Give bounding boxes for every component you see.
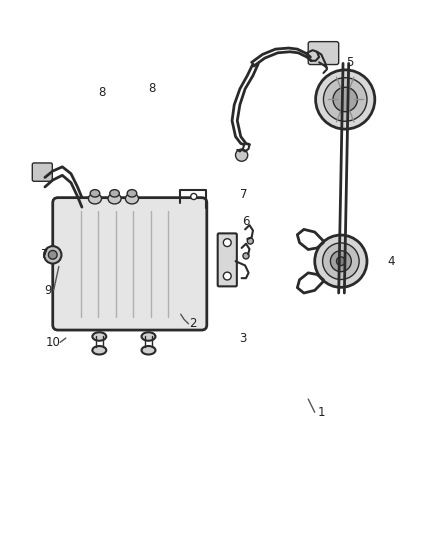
Circle shape xyxy=(330,251,351,272)
Text: 3: 3 xyxy=(239,332,247,344)
Text: 6: 6 xyxy=(242,215,250,228)
Ellipse shape xyxy=(88,193,102,204)
Circle shape xyxy=(323,78,367,122)
Ellipse shape xyxy=(127,190,137,197)
Circle shape xyxy=(223,239,231,247)
Circle shape xyxy=(48,251,57,259)
Text: 7: 7 xyxy=(41,248,49,261)
Ellipse shape xyxy=(92,346,106,354)
Text: 9: 9 xyxy=(45,284,52,297)
FancyBboxPatch shape xyxy=(218,233,237,286)
Ellipse shape xyxy=(125,193,138,204)
Circle shape xyxy=(336,257,345,265)
Ellipse shape xyxy=(110,190,119,197)
Text: 1: 1 xyxy=(318,406,325,419)
Text: 8: 8 xyxy=(148,83,155,95)
FancyBboxPatch shape xyxy=(308,42,339,64)
Circle shape xyxy=(236,149,248,161)
Circle shape xyxy=(316,70,375,129)
Circle shape xyxy=(223,272,231,280)
FancyBboxPatch shape xyxy=(32,163,52,181)
Circle shape xyxy=(191,193,197,199)
Ellipse shape xyxy=(141,346,155,354)
Text: 2: 2 xyxy=(189,317,197,330)
Circle shape xyxy=(44,246,61,263)
Text: 7: 7 xyxy=(240,189,248,201)
FancyBboxPatch shape xyxy=(53,198,207,330)
Circle shape xyxy=(243,253,249,259)
Ellipse shape xyxy=(92,332,106,341)
Ellipse shape xyxy=(90,190,100,197)
Text: 8: 8 xyxy=(99,86,106,99)
Text: 5: 5 xyxy=(346,56,353,69)
Circle shape xyxy=(247,238,253,244)
Ellipse shape xyxy=(141,332,155,341)
Ellipse shape xyxy=(108,193,121,204)
Circle shape xyxy=(333,87,357,112)
Text: 4: 4 xyxy=(387,255,395,268)
Circle shape xyxy=(322,243,359,279)
Text: 10: 10 xyxy=(45,336,60,349)
Circle shape xyxy=(315,235,367,287)
